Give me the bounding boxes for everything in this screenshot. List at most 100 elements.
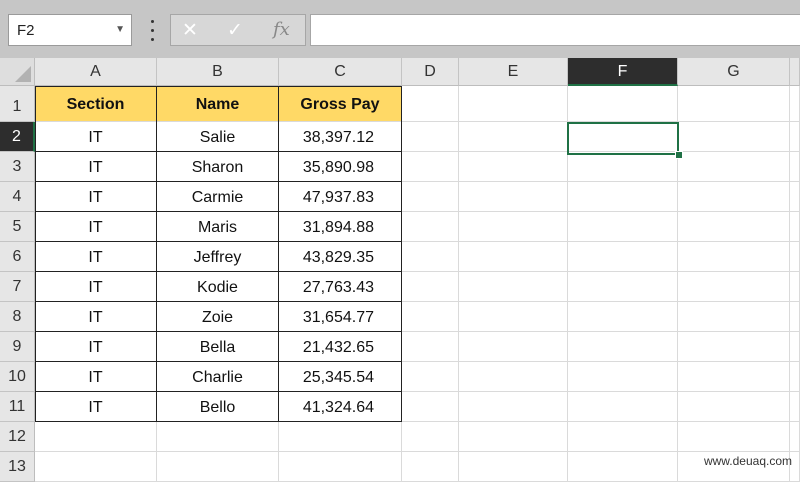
empty-cell[interactable] bbox=[678, 86, 790, 122]
row-header-6[interactable]: 6 bbox=[0, 242, 35, 272]
empty-cell[interactable] bbox=[790, 332, 800, 362]
table-cell[interactable]: Bello bbox=[157, 392, 279, 422]
table-cell[interactable]: IT bbox=[35, 122, 157, 152]
fill-handle[interactable] bbox=[675, 151, 683, 159]
chevron-down-icon[interactable]: ▼ bbox=[115, 24, 125, 35]
column-header-a[interactable]: A bbox=[35, 58, 157, 86]
empty-cell[interactable] bbox=[459, 242, 568, 272]
row-header-10[interactable]: 10 bbox=[0, 362, 35, 392]
table-cell[interactable]: IT bbox=[35, 212, 157, 242]
empty-cell[interactable] bbox=[790, 212, 800, 242]
empty-cell[interactable] bbox=[568, 362, 678, 392]
empty-cell[interactable] bbox=[459, 212, 568, 242]
table-cell[interactable]: 21,432.65 bbox=[279, 332, 402, 362]
empty-cell[interactable] bbox=[402, 272, 459, 302]
empty-cell[interactable] bbox=[790, 242, 800, 272]
active-cell-selection[interactable] bbox=[567, 122, 679, 155]
more-options-icon[interactable] bbox=[147, 14, 157, 46]
column-header-g[interactable]: G bbox=[678, 58, 790, 86]
empty-cell[interactable] bbox=[568, 452, 678, 482]
empty-cell[interactable] bbox=[402, 152, 459, 182]
empty-cell[interactable] bbox=[459, 152, 568, 182]
empty-cell[interactable] bbox=[459, 392, 568, 422]
empty-cell[interactable] bbox=[402, 122, 459, 152]
name-box[interactable]: F2 ▼ bbox=[8, 14, 132, 46]
row-header-12[interactable]: 12 bbox=[0, 422, 35, 452]
empty-cell[interactable] bbox=[790, 302, 800, 332]
empty-cell[interactable] bbox=[568, 86, 678, 122]
row-header-2[interactable]: 2 bbox=[0, 122, 35, 152]
empty-cell[interactable] bbox=[790, 152, 800, 182]
empty-cell[interactable] bbox=[568, 332, 678, 362]
empty-cell[interactable] bbox=[790, 86, 800, 122]
empty-cell[interactable] bbox=[459, 452, 568, 482]
table-cell[interactable]: Carmie bbox=[157, 182, 279, 212]
empty-cell[interactable] bbox=[402, 332, 459, 362]
empty-cell[interactable] bbox=[157, 422, 279, 452]
empty-cell[interactable] bbox=[678, 122, 790, 152]
table-cell[interactable]: IT bbox=[35, 242, 157, 272]
empty-cell[interactable] bbox=[402, 86, 459, 122]
table-cell[interactable]: IT bbox=[35, 182, 157, 212]
table-cell[interactable]: Sharon bbox=[157, 152, 279, 182]
empty-cell[interactable] bbox=[790, 392, 800, 422]
table-cell[interactable]: IT bbox=[35, 302, 157, 332]
row-header-1[interactable]: 1 bbox=[0, 86, 35, 122]
row-header-7[interactable]: 7 bbox=[0, 272, 35, 302]
empty-cell[interactable] bbox=[678, 302, 790, 332]
empty-cell[interactable] bbox=[568, 182, 678, 212]
row-header-5[interactable]: 5 bbox=[0, 212, 35, 242]
empty-cell[interactable] bbox=[678, 272, 790, 302]
empty-cell[interactable] bbox=[459, 86, 568, 122]
empty-cell[interactable] bbox=[568, 242, 678, 272]
row-header-13[interactable]: 13 bbox=[0, 452, 35, 482]
empty-cell[interactable] bbox=[402, 302, 459, 332]
table-cell[interactable]: IT bbox=[35, 362, 157, 392]
table-cell[interactable]: 27,763.43 bbox=[279, 272, 402, 302]
table-cell[interactable]: Kodie bbox=[157, 272, 279, 302]
empty-cell[interactable] bbox=[279, 452, 402, 482]
empty-cell[interactable] bbox=[459, 272, 568, 302]
empty-cell[interactable] bbox=[402, 212, 459, 242]
table-cell[interactable]: 47,937.83 bbox=[279, 182, 402, 212]
empty-cell[interactable] bbox=[678, 392, 790, 422]
insert-function-icon[interactable]: fx bbox=[273, 19, 290, 40]
empty-cell[interactable] bbox=[402, 362, 459, 392]
empty-cell[interactable] bbox=[402, 392, 459, 422]
column-header-b[interactable]: B bbox=[157, 58, 279, 86]
table-cell[interactable]: 43,829.35 bbox=[279, 242, 402, 272]
table-cell[interactable]: IT bbox=[35, 152, 157, 182]
table-header-cell[interactable]: Name bbox=[157, 86, 279, 122]
empty-cell[interactable] bbox=[790, 182, 800, 212]
row-header-9[interactable]: 9 bbox=[0, 332, 35, 362]
table-cell[interactable]: Salie bbox=[157, 122, 279, 152]
table-cell[interactable]: 38,397.12 bbox=[279, 122, 402, 152]
empty-cell[interactable] bbox=[678, 212, 790, 242]
empty-cell[interactable] bbox=[402, 452, 459, 482]
empty-cell[interactable] bbox=[459, 332, 568, 362]
empty-cell[interactable] bbox=[459, 182, 568, 212]
empty-cell[interactable] bbox=[402, 182, 459, 212]
empty-cell[interactable] bbox=[35, 422, 157, 452]
table-cell[interactable]: 25,345.54 bbox=[279, 362, 402, 392]
empty-cell[interactable] bbox=[678, 422, 790, 452]
empty-cell[interactable] bbox=[790, 272, 800, 302]
row-header-8[interactable]: 8 bbox=[0, 302, 35, 332]
table-cell[interactable]: 31,654.77 bbox=[279, 302, 402, 332]
table-cell[interactable]: Zoie bbox=[157, 302, 279, 332]
empty-cell[interactable] bbox=[790, 122, 800, 152]
column-header-c[interactable]: C bbox=[279, 58, 402, 86]
table-cell[interactable]: IT bbox=[35, 272, 157, 302]
table-header-cell[interactable]: Gross Pay bbox=[279, 86, 402, 122]
table-cell[interactable]: IT bbox=[35, 332, 157, 362]
column-header-d[interactable]: D bbox=[402, 58, 459, 86]
empty-cell[interactable] bbox=[402, 422, 459, 452]
enter-icon[interactable]: ✓ bbox=[227, 20, 243, 41]
formula-input[interactable] bbox=[310, 14, 800, 46]
row-header-3[interactable]: 3 bbox=[0, 152, 35, 182]
empty-cell[interactable] bbox=[790, 422, 800, 452]
table-cell[interactable]: 35,890.98 bbox=[279, 152, 402, 182]
column-header-e[interactable]: E bbox=[459, 58, 568, 86]
row-header-4[interactable]: 4 bbox=[0, 182, 35, 212]
